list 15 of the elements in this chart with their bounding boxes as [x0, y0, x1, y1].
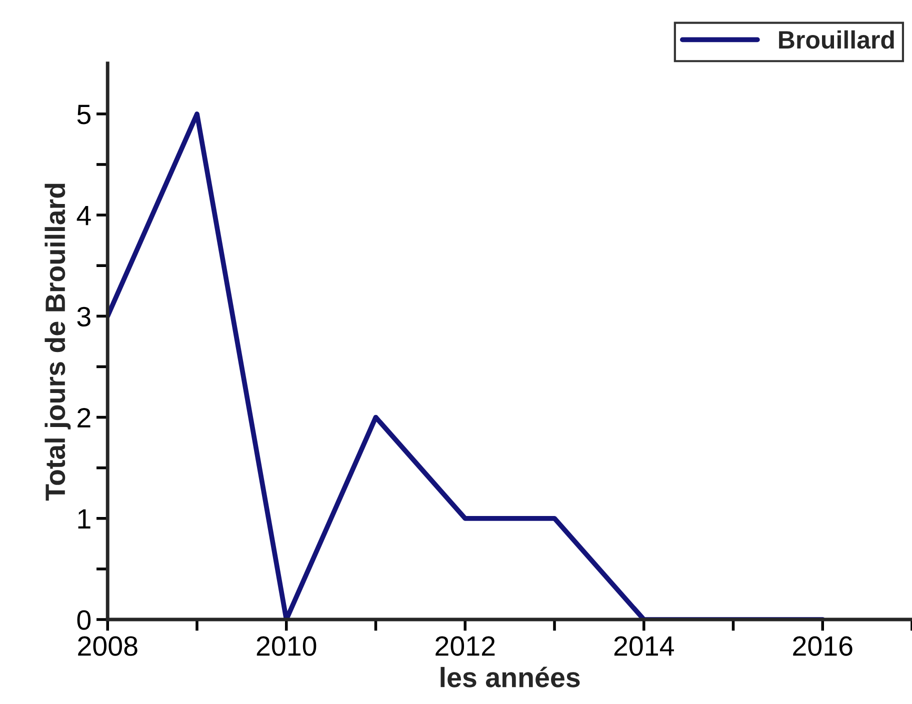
y-tick-label: 5 — [77, 104, 90, 124]
x-axis-title: les années — [440, 666, 580, 688]
x-tick-label: 2016 — [793, 636, 852, 656]
x-tick-label: 2010 — [256, 636, 316, 656]
y-tick-label: 2 — [78, 408, 90, 428]
y-tick-label: 1 — [78, 509, 90, 528]
x-tick-label: 2008 — [78, 636, 138, 656]
y-tick-label: 0 — [77, 610, 91, 630]
y-tick-label: 3 — [77, 306, 90, 326]
legend-label: Brouillard — [779, 30, 894, 49]
y-axis-title: Total jours de Brouillard — [44, 184, 71, 501]
x-tick-label: 2014 — [614, 636, 674, 656]
y-tick-label: 4 — [76, 206, 91, 226]
line-series — [108, 111, 826, 620]
x-tick-label: 2012 — [436, 636, 495, 656]
